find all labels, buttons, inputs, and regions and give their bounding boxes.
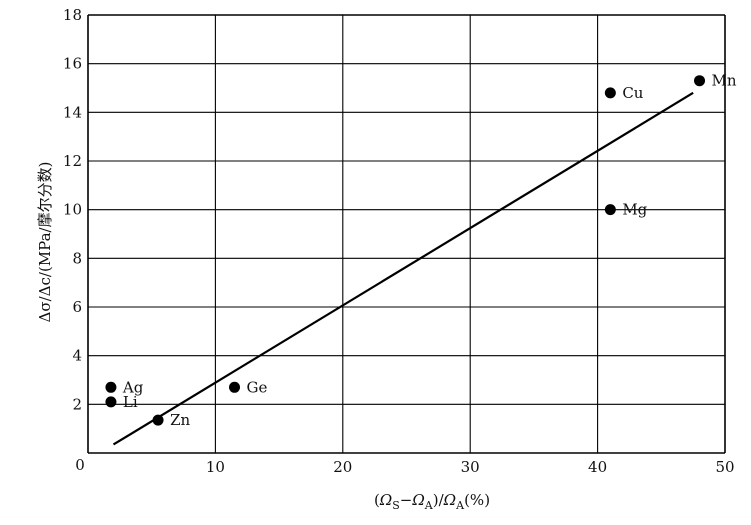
fit-line-layer: [112, 91, 694, 446]
y-tick-label: 6: [72, 298, 82, 316]
point-label-ge: Ge: [247, 378, 268, 396]
x-tick-label: 50: [715, 458, 734, 476]
x-tick-label: 20: [333, 458, 352, 476]
x-tick-label: 30: [461, 458, 480, 476]
point-label-mn: Mn: [712, 72, 737, 90]
x-axis-title: (ΩS−ΩA)/ΩA(%): [374, 491, 490, 512]
y-tick-label: 16: [63, 55, 82, 73]
fit-line: [112, 91, 694, 446]
data-point-ag: [105, 381, 117, 393]
point-label-ag: Ag: [122, 378, 144, 396]
y-tick-label: 12: [63, 152, 82, 170]
data-point-li: [105, 396, 117, 408]
data-point-cu: [604, 87, 616, 99]
y-tick-label: 4: [72, 347, 82, 365]
y-tick-label: 8: [72, 249, 82, 267]
y-axis-ticks: 2 4 6 8 10 12 14 16 18: [63, 6, 82, 413]
point-label-mg: Mg: [622, 201, 647, 219]
data-point-mn: [694, 75, 706, 87]
x-tick-label: 10: [206, 458, 225, 476]
y-tick-label: 2: [72, 395, 82, 413]
x-tick-label: 40: [588, 458, 607, 476]
point-label-li: Li: [123, 393, 138, 411]
point-label-zn: Zn: [170, 411, 190, 429]
point-label-cu: Cu: [622, 84, 643, 102]
data-point-mg: [604, 204, 616, 216]
grid: [87, 14, 726, 454]
y-tick-label: 10: [63, 201, 82, 219]
y-axis-title: Δσ/Δc/(MPa/摩尔分数): [36, 162, 54, 323]
data-point-zn: [152, 414, 164, 426]
y-tick-label: 18: [63, 6, 82, 24]
x-axis-ticks: 10 20 30 40 50: [206, 458, 735, 476]
data-point-ge: [229, 381, 241, 393]
y-tick-label: 14: [63, 103, 82, 121]
origin-label: 0: [75, 456, 85, 474]
